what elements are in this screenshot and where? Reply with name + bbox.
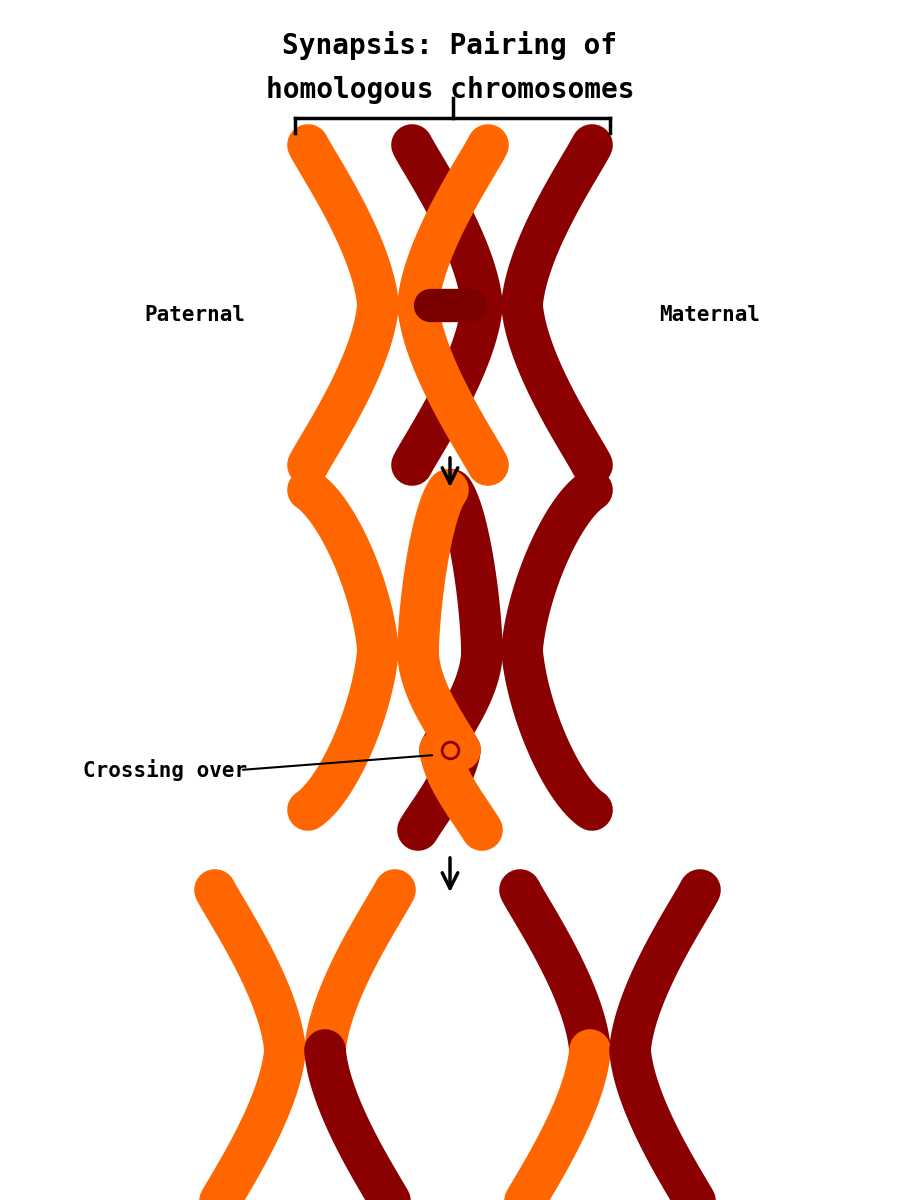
Text: Paternal: Paternal — [145, 305, 246, 325]
Text: homologous chromosomes: homologous chromosomes — [266, 76, 634, 104]
Text: Synapsis: Pairing of: Synapsis: Pairing of — [283, 30, 617, 60]
Text: Maternal: Maternal — [660, 305, 760, 325]
Text: Crossing over: Crossing over — [83, 758, 248, 781]
